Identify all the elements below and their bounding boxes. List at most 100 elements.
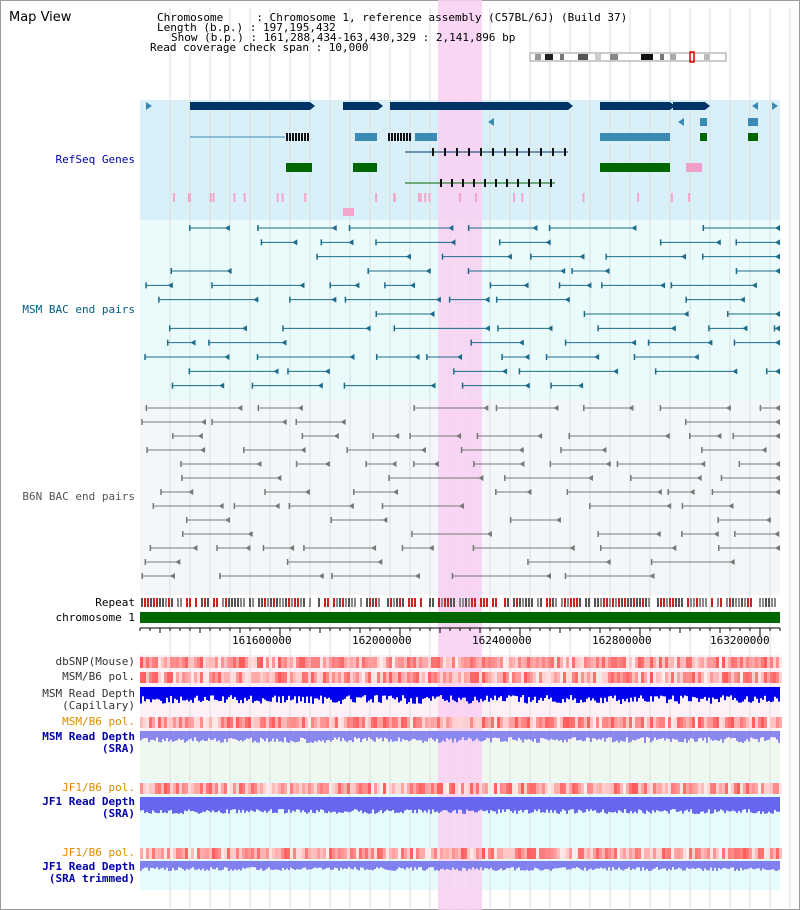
msm-sra-depth — [748, 731, 750, 742]
dbsnp-cell — [176, 657, 179, 668]
msm-b6-pol2-cell — [374, 717, 377, 728]
jf1-trimmed-depth — [212, 861, 214, 869]
msm-sra-depth — [316, 731, 318, 742]
msm-b6-pol-cell — [749, 672, 752, 683]
jf1-sra-depth — [400, 797, 402, 812]
jf1-trimmed-depth — [254, 861, 256, 868]
msm-capillary-depth — [542, 687, 544, 701]
jf1-pol-cell — [530, 783, 533, 794]
msm-capillary-depth — [426, 687, 428, 698]
jf1-pol2-cell — [338, 848, 341, 859]
repeat-mark — [141, 598, 143, 607]
jf1-trimmed-depth — [284, 861, 286, 870]
dbsnp-cell — [506, 657, 509, 668]
repeat-mark — [774, 598, 776, 607]
jf1-sra-depth — [244, 797, 246, 813]
repeat-mark — [300, 598, 302, 607]
jf1-sra-depth — [772, 797, 774, 814]
msm-b6-pol-cell — [230, 672, 233, 683]
dbsnp-cell — [488, 657, 491, 668]
dbsnp-cell — [527, 657, 530, 668]
jf1-trimmed-depth — [142, 861, 144, 869]
msm-sra-depth — [160, 731, 162, 743]
jf1-sra-depth — [578, 797, 580, 810]
msm-sra-depth — [558, 731, 560, 741]
msm-b6-pol-cell — [476, 672, 479, 683]
msm-capillary-depth — [374, 687, 376, 696]
msm-capillary-depth — [174, 687, 176, 699]
msm-sra-depth — [302, 731, 304, 738]
msm-bac-pair-arrow — [484, 296, 490, 303]
gene-exon-block — [355, 133, 377, 141]
msm-b6-pol2-cell — [773, 717, 776, 728]
msm-b6-pol-cell — [242, 672, 245, 683]
jf1-sra-depth — [698, 797, 700, 814]
jf1-sra-depth — [316, 797, 318, 811]
jf1-pol2-cell — [566, 848, 569, 859]
jf1-trimmed-depth — [354, 861, 356, 868]
msm-bac-pair-arrow — [775, 268, 780, 274]
repeat-mark — [411, 598, 413, 607]
msm-capillary-depth — [488, 687, 490, 702]
repeat-mark — [546, 598, 548, 607]
msm-sra-depth — [232, 731, 234, 739]
jf1-sra-depth — [552, 797, 554, 813]
msm-capillary-depth — [178, 687, 180, 703]
msm-bac-pair-arrow — [281, 339, 287, 346]
track-label-b6n-bac[interactable]: B6N BAC end pairs — [22, 490, 135, 503]
jf1-trimmed-depth — [526, 861, 528, 870]
msm-b6-pol-cell — [512, 672, 515, 683]
msm-capillary-depth — [428, 687, 430, 699]
jf1-sra-depth — [326, 797, 328, 814]
jf1-pol2-cell — [284, 848, 287, 859]
repeat-mark — [318, 598, 320, 607]
msm-capillary-depth — [730, 687, 732, 696]
repeat-mark — [711, 598, 713, 607]
jf1-sra-depth — [764, 797, 766, 814]
msm-b6-pol2-cell — [233, 717, 236, 728]
msm-sra-depth — [690, 731, 692, 738]
jf1-sra-depth — [724, 797, 726, 814]
jf1-trimmed-depth — [434, 861, 436, 871]
jf1-pol-cell — [626, 783, 629, 794]
jf1-trimmed-depth — [532, 861, 534, 871]
gene-pink-mark — [212, 193, 215, 202]
jf1-sra-depth — [568, 797, 570, 811]
dbsnp-cell — [536, 657, 539, 668]
track-label-jf1-depth-line1: JF1 Read Depth — [42, 795, 135, 808]
repeat-mark — [600, 598, 602, 607]
b6n-bac-pair-arrow — [276, 475, 282, 481]
jf1-pol-cell — [494, 783, 497, 794]
jf1-pol2-cell — [677, 848, 680, 859]
msm-sra-depth — [502, 731, 504, 742]
gene-exon — [298, 133, 300, 141]
b6n-bac-pair-arrow — [300, 447, 306, 453]
track-label-refseq-genes[interactable]: RefSeq Genes — [55, 153, 135, 166]
jf1-sra-depth — [238, 797, 240, 810]
msm-sra-depth — [312, 731, 314, 743]
repeat-mark — [195, 598, 197, 607]
jf1-pol2-cell — [302, 848, 305, 859]
jf1-sra-depth — [396, 797, 398, 813]
msm-capillary-depth — [142, 687, 144, 697]
jf1-trimmed-depth — [498, 861, 500, 870]
repeat-mark — [576, 598, 578, 607]
repeat-mark — [207, 598, 209, 607]
track-label-msm-bac[interactable]: MSM BAC end pairs — [22, 303, 135, 316]
msm-capillary-depth — [236, 687, 238, 701]
gene-strand-arrow — [378, 102, 383, 110]
jf1-pol-cell — [764, 783, 767, 794]
jf1-pol-cell — [635, 783, 638, 794]
jf1-sra-depth — [334, 797, 336, 812]
msm-b6-pol2-cell — [302, 717, 305, 728]
jf1-sra-depth — [268, 797, 270, 811]
repeat-mark — [699, 598, 701, 607]
dbsnp-cell — [167, 657, 170, 668]
jf1-sra-depth — [734, 797, 736, 812]
msm-capillary-depth — [546, 687, 548, 696]
msm-sra-depth — [668, 731, 670, 739]
msm-capillary-depth — [416, 687, 418, 698]
msm-sra-depth — [432, 731, 434, 740]
msm-capillary-depth — [494, 687, 496, 696]
repeat-mark — [564, 598, 566, 607]
